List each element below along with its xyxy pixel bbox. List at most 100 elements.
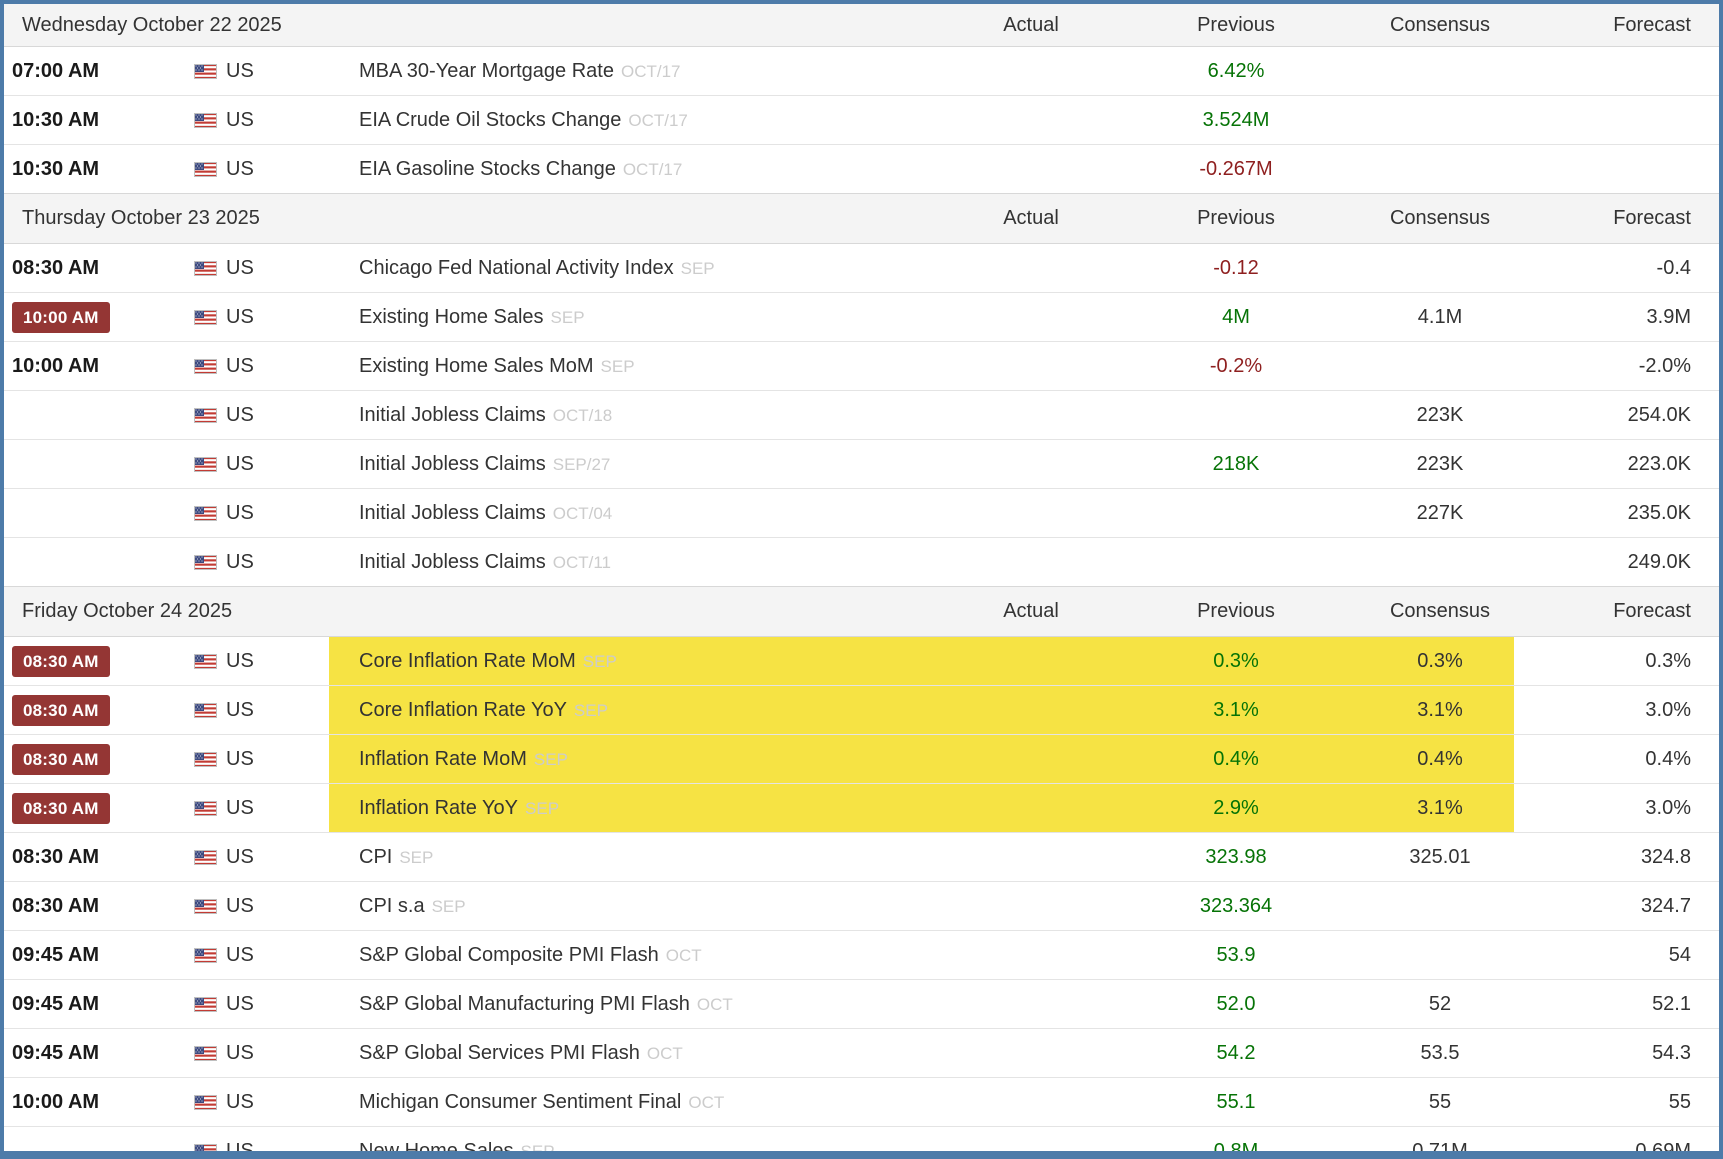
event-link[interactable]: MBA 30-Year Mortgage Rate [359,59,614,82]
event-link[interactable]: Existing Home Sales [359,305,544,328]
event-link[interactable]: Chicago Fed National Activity Index [359,256,674,279]
event-link[interactable]: S&P Global Manufacturing PMI Flash [359,992,690,1015]
country-label: US [226,403,254,426]
reference-period: SEP [431,896,466,916]
event-link[interactable]: S&P Global Services PMI Flash [359,1041,640,1064]
previous-value: 0.8M [1106,1126,1366,1151]
event-cell: Existing Home Sales MoM SEP [329,341,956,391]
actual-value [956,95,1106,145]
time-cell: 08:30 AM [4,832,194,882]
time-label: 10:00 AM [12,354,100,377]
event-cell: Chicago Fed National Activity Index SEP [329,243,956,293]
us-flag-icon [194,1143,217,1151]
previous-value: 53.9 [1106,930,1366,980]
country-label: US [226,845,254,868]
event-row: 10:00 AM US Existing Home Sales SEP 4M 4.1M 3.… [4,292,1719,342]
event-link[interactable]: EIA Gasoline Stocks Change [359,157,616,180]
column-header-consensus: Consensus [1366,586,1514,637]
previous-value [1106,537,1366,587]
consensus-value [1366,243,1514,293]
event-row: 08:30 AM US Chicago Fed National Activity … [4,243,1719,293]
time-cell: 10:00 AM [4,292,194,342]
calendar-table-body: Wednesday October 22 2025 Actual Previous C… [4,4,1719,1159]
forecast-value: 254.0K [1514,390,1719,440]
country-cell: US [194,832,329,882]
event-link[interactable]: Initial Jobless Claims [359,501,546,524]
event-link[interactable]: CPI [359,845,393,868]
previous-value: -0.267M [1106,144,1366,194]
time-cell: 10:00 AM [4,1077,194,1127]
section-date: Wednesday October 22 2025 [4,4,956,47]
us-flag-icon [194,849,217,865]
event-cell: EIA Gasoline Stocks Change OCT/17 [329,144,956,194]
country-label: US [226,943,254,966]
section-date: Friday October 24 2025 [4,586,956,637]
country-label: US [226,649,254,672]
event-row: 09:45 AM US S&P Global Composite PMI Flash… [4,930,1719,980]
country-cell: US [194,734,329,784]
event-row: US Initial Jobless Claims OCT/18 223K 254.0K [4,390,1719,440]
forecast-value: -2.0% [1514,341,1719,391]
previous-value: 2.9% [1106,783,1366,833]
event-link[interactable]: Core Inflation Rate YoY [359,698,567,721]
event-link[interactable]: Core Inflation Rate MoM [359,649,576,672]
country-cell: US [194,439,329,489]
country-cell: US [194,341,329,391]
event-link[interactable]: New Home Sales [359,1139,514,1159]
consensus-value: 4.1M [1366,292,1514,342]
event-cell: S&P Global Manufacturing PMI Flash OCT [329,979,956,1029]
forecast-value: 324.8 [1514,832,1719,882]
previous-value: 54.2 [1106,1028,1366,1078]
us-flag-icon [194,702,217,718]
country-cell: US [194,1077,329,1127]
time-cell: 07:00 AM [4,46,194,96]
country-label: US [226,157,254,180]
event-link[interactable]: Inflation Rate YoY [359,796,519,819]
reference-period: OCT/04 [552,503,613,523]
actual-value [956,537,1106,587]
actual-value [956,734,1106,784]
event-row: 08:30 AM US Core Inflation Rate YoY SEP 3.1%… [4,685,1719,735]
section-header-row: Thursday October 23 2025 Actual Previous Co… [4,193,1719,244]
event-link[interactable]: Michigan Consumer Sentiment Final [359,1090,682,1113]
event-link[interactable]: EIA Crude Oil Stocks Change [359,108,622,131]
consensus-value: 0.3% [1366,636,1514,686]
time-cell [4,537,194,587]
event-link[interactable]: Existing Home Sales MoM [359,354,594,377]
time-cell: 10:30 AM [4,95,194,145]
previous-value: 3.524M [1106,95,1366,145]
event-row: 08:30 AM US Inflation Rate MoM SEP 0.4% 0.4% 0… [4,734,1719,784]
event-row: US Initial Jobless Claims SEP/27 218K 223K 22… [4,439,1719,489]
event-link[interactable]: Initial Jobless Claims [359,452,546,475]
previous-value: 3.1% [1106,685,1366,735]
forecast-value: 3.0% [1514,783,1719,833]
country-label: US [226,1090,254,1113]
consensus-value: 55 [1366,1077,1514,1127]
event-cell: New Home Sales SEP [329,1126,956,1159]
country-cell: US [194,979,329,1029]
column-header-consensus: Consensus [1366,4,1514,47]
event-link[interactable]: Initial Jobless Claims [359,550,546,573]
us-flag-icon [194,947,217,963]
us-flag-icon [194,898,217,914]
us-flag-icon [194,309,217,325]
previous-value: -0.2% [1106,341,1366,391]
event-link[interactable]: S&P Global Composite PMI Flash [359,943,659,966]
actual-value [956,685,1106,735]
event-cell: Initial Jobless Claims SEP/27 [329,439,956,489]
event-link[interactable]: CPI s.a [359,894,425,917]
reference-period: SEP [399,847,434,867]
previous-value: 0.4% [1106,734,1366,784]
reference-period: SEP [525,798,560,818]
reference-period: SEP [550,307,585,327]
event-link[interactable]: Initial Jobless Claims [359,403,546,426]
forecast-value: 324.7 [1514,881,1719,931]
country-cell: US [194,1126,329,1151]
forecast-value [1514,144,1719,194]
us-flag-icon [194,800,217,816]
time-cell: 09:45 AM [4,1028,194,1078]
reference-period: SEP [680,258,715,278]
event-link[interactable]: Inflation Rate MoM [359,747,527,770]
event-cell: EIA Crude Oil Stocks Change OCT/17 [329,95,956,145]
country-cell: US [194,95,329,145]
